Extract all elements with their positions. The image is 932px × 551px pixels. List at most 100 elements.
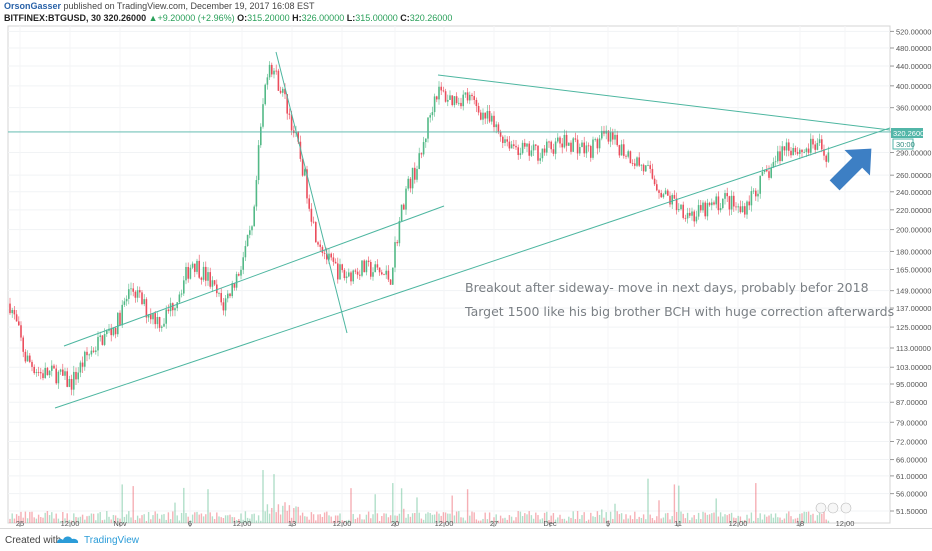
volume-bar bbox=[44, 512, 46, 523]
volume-bar bbox=[389, 515, 392, 523]
volume-bar bbox=[22, 517, 24, 523]
candle-body bbox=[744, 206, 746, 215]
volume-bar bbox=[612, 518, 614, 523]
volume-bar bbox=[158, 518, 161, 523]
volume-bar bbox=[598, 514, 601, 523]
candle-body bbox=[682, 204, 684, 218]
candle-body bbox=[550, 141, 552, 150]
price-axis[interactable]: 520.00000 480.00000 440.00000 400.00000 360.… bbox=[890, 27, 931, 516]
arrow-icon bbox=[829, 148, 872, 191]
volume-bar bbox=[88, 515, 90, 523]
volume-bar bbox=[706, 514, 709, 523]
candle-body bbox=[783, 146, 786, 151]
volume-bar bbox=[603, 517, 605, 523]
volume-bar bbox=[653, 520, 656, 523]
volume-bar bbox=[387, 517, 390, 523]
volume-bar bbox=[537, 515, 539, 523]
volume-bar bbox=[616, 511, 618, 523]
candle-body bbox=[827, 152, 830, 162]
candle-body bbox=[495, 124, 497, 128]
candle-body bbox=[79, 362, 82, 373]
candle-body bbox=[403, 204, 405, 210]
volume-bar bbox=[427, 512, 429, 523]
candle-body bbox=[238, 274, 240, 276]
candle-body bbox=[510, 144, 513, 149]
volume-bar bbox=[755, 483, 757, 523]
candle-body bbox=[669, 195, 671, 205]
candle-body bbox=[251, 226, 253, 231]
candle-body bbox=[449, 95, 451, 100]
volume-bar bbox=[493, 517, 495, 523]
candle-body bbox=[821, 139, 823, 150]
y-tick-label: 165.00000 bbox=[896, 265, 931, 274]
candles bbox=[9, 61, 830, 396]
candle-body bbox=[282, 88, 284, 93]
candle-body bbox=[460, 102, 462, 107]
candle-body bbox=[337, 263, 339, 280]
volume-bar bbox=[455, 511, 458, 523]
volume-bar bbox=[524, 513, 526, 523]
candle-body bbox=[801, 149, 803, 153]
candle-body bbox=[444, 91, 447, 102]
volume-bar bbox=[792, 519, 794, 523]
candle-body bbox=[524, 142, 526, 147]
candle-body bbox=[284, 88, 286, 95]
candle-body bbox=[442, 90, 445, 92]
candle-body bbox=[81, 362, 84, 367]
candle-body bbox=[473, 96, 475, 100]
close-label: C: bbox=[400, 13, 410, 23]
candle-body bbox=[350, 272, 352, 282]
candle-body bbox=[616, 134, 618, 146]
volume-bar bbox=[442, 512, 445, 523]
volume-bar bbox=[607, 520, 610, 523]
candle-body bbox=[53, 365, 55, 369]
volume-bar bbox=[502, 518, 504, 523]
candle-body bbox=[561, 143, 563, 148]
volume-bar bbox=[752, 520, 755, 523]
candle-body bbox=[161, 326, 163, 328]
tradingview-link[interactable]: TradingView bbox=[84, 535, 140, 546]
volume-bar bbox=[425, 513, 427, 523]
volume-bar bbox=[363, 519, 365, 523]
volume-bar bbox=[530, 515, 533, 523]
volume-bar bbox=[735, 518, 737, 523]
candle-body bbox=[506, 139, 508, 142]
candle-body bbox=[158, 317, 161, 328]
candle-body bbox=[304, 169, 306, 176]
volume-bar bbox=[75, 517, 77, 523]
volume-bar bbox=[702, 511, 704, 523]
volume-bar bbox=[647, 478, 649, 523]
volume-bar bbox=[73, 513, 75, 523]
volume-bar bbox=[436, 511, 438, 523]
candle-body bbox=[433, 96, 436, 113]
x-tick-label: 13 bbox=[288, 519, 296, 528]
volume-bar bbox=[510, 516, 513, 523]
candle-body bbox=[352, 270, 354, 282]
candle-body bbox=[431, 112, 434, 116]
price-chart[interactable]: 520.00000 480.00000 440.00000 400.00000 360.… bbox=[0, 0, 932, 528]
candle-body bbox=[244, 246, 247, 258]
candle-body bbox=[356, 271, 359, 275]
candle-body bbox=[552, 149, 555, 154]
volume-bar bbox=[290, 517, 293, 523]
candle-body bbox=[86, 351, 88, 356]
volume-bar bbox=[651, 518, 654, 523]
candle-body bbox=[660, 192, 662, 198]
candle-body bbox=[497, 124, 500, 133]
candle-body bbox=[229, 293, 231, 297]
volume-bar bbox=[667, 512, 669, 523]
candle-body bbox=[255, 180, 258, 207]
time-axis[interactable]: 25 12:00 Nov 6 12:00 13 12:00 20 12:00 27 Dec 5 11 12… bbox=[16, 519, 855, 528]
volume-bar bbox=[475, 519, 478, 523]
candle-body bbox=[788, 142, 790, 151]
candle-body bbox=[785, 142, 788, 151]
candle-body bbox=[37, 372, 40, 373]
y-tick-label: 290.00000 bbox=[896, 149, 931, 158]
candle-body bbox=[706, 202, 709, 217]
trendline bbox=[275, 51, 348, 334]
author-link[interactable]: OrsonGasser bbox=[4, 1, 62, 11]
volume-bar bbox=[433, 514, 436, 523]
volume-bar bbox=[352, 513, 354, 523]
y-tick-label: 440.00000 bbox=[896, 62, 931, 71]
candle-body bbox=[825, 155, 827, 162]
